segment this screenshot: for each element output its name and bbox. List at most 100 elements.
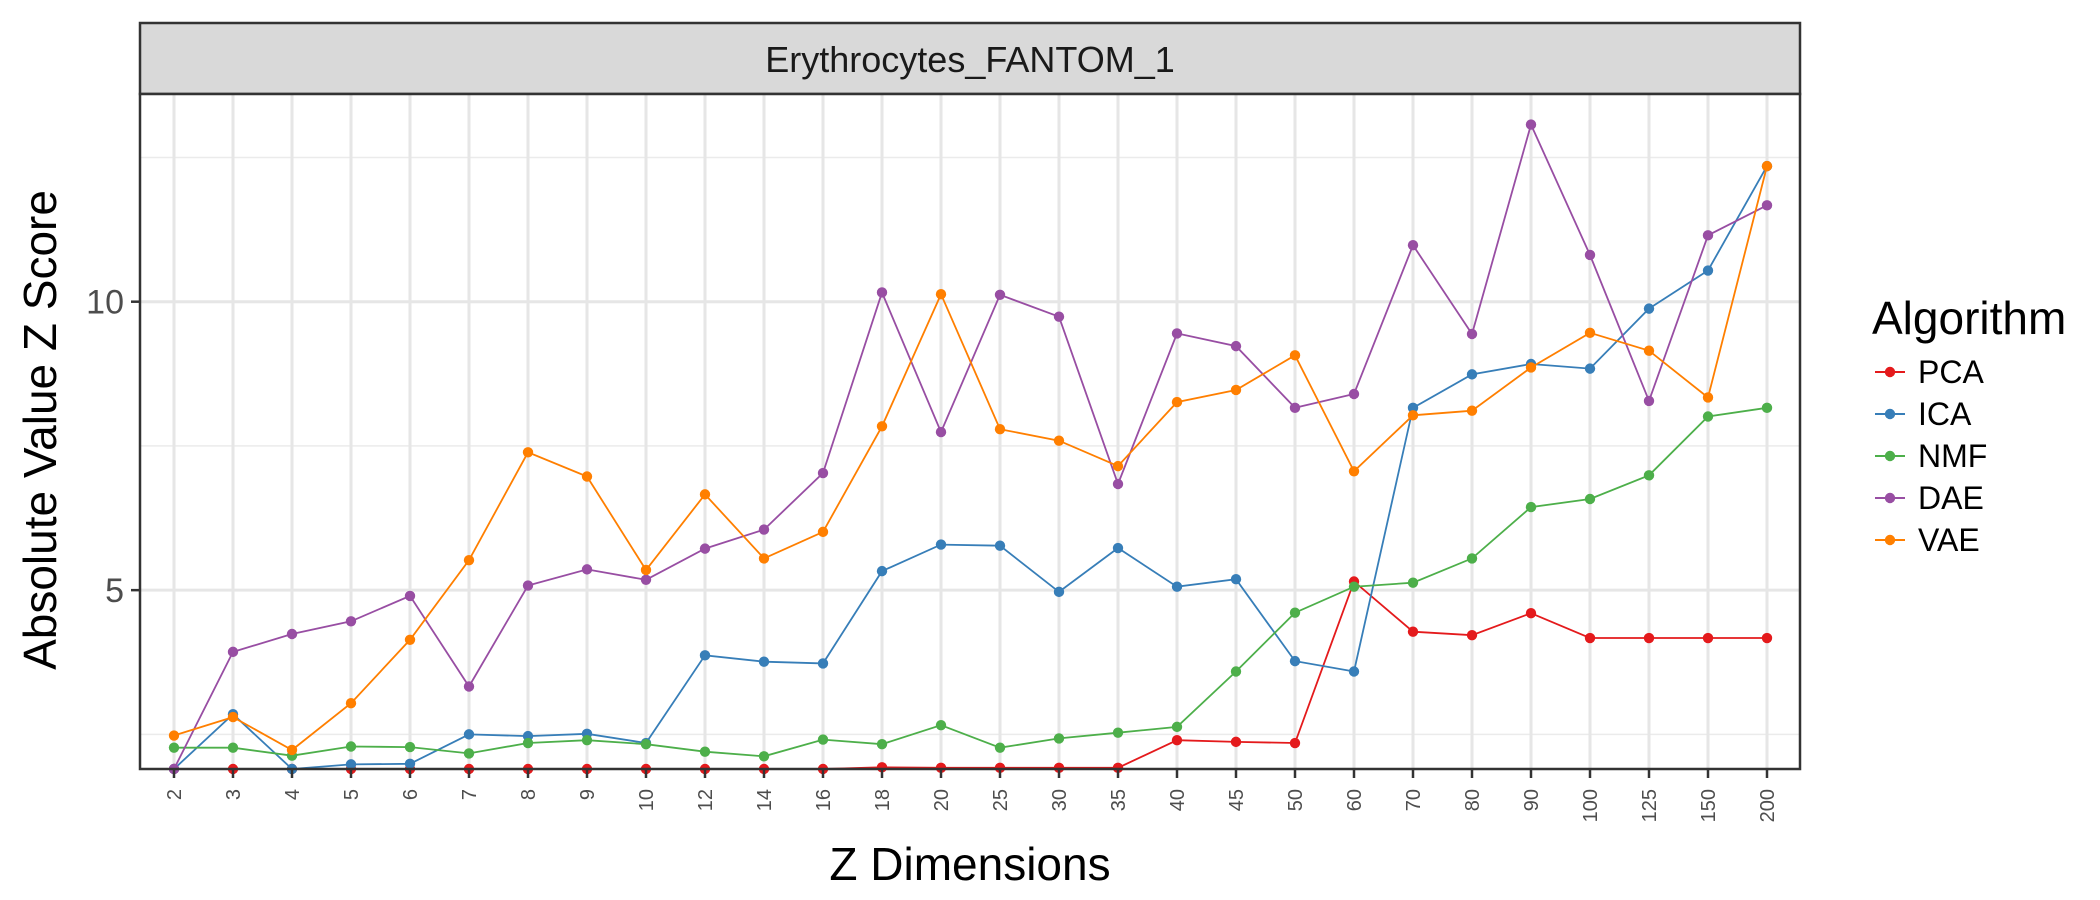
x-tick-label: 25 bbox=[990, 789, 1012, 811]
data-point-ica bbox=[1702, 265, 1714, 276]
x-tick-label: 90 bbox=[1521, 789, 1543, 811]
data-point-ica bbox=[1348, 666, 1360, 677]
data-point-pca bbox=[1407, 626, 1419, 637]
x-tick-label: 100 bbox=[1580, 789, 1602, 822]
data-point-dae bbox=[1525, 119, 1537, 130]
data-point-ica bbox=[1466, 369, 1478, 380]
data-point-nmf bbox=[1053, 733, 1065, 744]
data-point-nmf bbox=[1171, 721, 1183, 733]
data-point-nmf bbox=[1643, 470, 1655, 481]
y-axis-title: Absolute Value Z Score bbox=[14, 190, 66, 670]
legend-key-point bbox=[1884, 534, 1896, 546]
x-tick-label: 6 bbox=[400, 789, 422, 800]
panel-border bbox=[138, 92, 1802, 771]
data-point-dae bbox=[463, 681, 475, 692]
data-point-vae bbox=[817, 526, 829, 538]
data-point-vae bbox=[1348, 466, 1360, 477]
legend-title: Algorithm bbox=[1872, 292, 2066, 344]
data-point-dae bbox=[1702, 230, 1714, 241]
data-point-ica bbox=[1230, 573, 1242, 585]
data-point-nmf bbox=[758, 751, 770, 762]
data-point-ica bbox=[758, 656, 770, 667]
data-point-nmf bbox=[994, 742, 1006, 753]
data-point-pca bbox=[1643, 632, 1655, 644]
data-point-dae bbox=[1584, 249, 1596, 261]
x-tick-label: 40 bbox=[1167, 789, 1189, 811]
data-point-nmf bbox=[1112, 727, 1124, 738]
data-point-nmf bbox=[699, 746, 711, 757]
data-point-vae bbox=[1407, 410, 1419, 421]
data-point-dae bbox=[935, 426, 947, 438]
data-point-nmf bbox=[1584, 493, 1596, 505]
data-point-vae bbox=[1466, 405, 1478, 416]
data-point-nmf bbox=[1407, 577, 1419, 588]
data-point-vae bbox=[1230, 384, 1242, 396]
data-point-dae bbox=[227, 646, 239, 658]
data-point-ica bbox=[699, 650, 711, 661]
data-point-nmf bbox=[168, 742, 180, 753]
data-point-vae bbox=[1643, 345, 1655, 356]
data-point-vae bbox=[699, 489, 711, 500]
data-point-nmf bbox=[1348, 581, 1360, 592]
data-point-ica bbox=[404, 758, 416, 770]
data-point-nmf bbox=[345, 741, 357, 752]
data-point-dae bbox=[994, 289, 1006, 300]
data-point-dae bbox=[1348, 388, 1360, 400]
data-point-dae bbox=[404, 590, 416, 602]
data-point-ica bbox=[463, 729, 475, 740]
data-point-dae bbox=[699, 543, 711, 554]
x-tick-label: 2 bbox=[164, 789, 186, 800]
data-point-dae bbox=[640, 574, 652, 585]
x-tick-label: 45 bbox=[1226, 789, 1248, 811]
data-point-dae bbox=[1466, 328, 1478, 340]
data-point-vae bbox=[994, 423, 1006, 435]
data-point-vae bbox=[168, 730, 180, 741]
data-point-nmf bbox=[817, 734, 829, 745]
data-point-ica bbox=[345, 759, 357, 770]
legend: Algorithm PCA ICA NMF DAE VAE bbox=[1872, 292, 2066, 558]
x-tick-label: 12 bbox=[695, 789, 717, 811]
data-point-pca bbox=[1584, 632, 1596, 644]
panel-background bbox=[140, 94, 1800, 769]
data-point-nmf bbox=[1525, 501, 1537, 513]
data-point-vae bbox=[876, 421, 888, 432]
x-tick-label: 3 bbox=[223, 789, 245, 800]
x-tick-label: 200 bbox=[1757, 789, 1779, 822]
data-point-nmf bbox=[1702, 411, 1714, 422]
data-point-pca bbox=[1230, 736, 1242, 748]
data-point-nmf bbox=[1761, 402, 1773, 414]
data-point-dae bbox=[876, 287, 888, 298]
legend-label: VAE bbox=[1918, 522, 1980, 558]
data-point-ica bbox=[1112, 542, 1124, 554]
legend-key-point bbox=[1884, 366, 1896, 378]
data-point-vae bbox=[1584, 327, 1596, 339]
data-point-vae bbox=[286, 744, 298, 756]
data-point-dae bbox=[522, 580, 534, 591]
data-point-dae bbox=[1230, 340, 1242, 352]
x-tick-label: 60 bbox=[1344, 789, 1366, 811]
data-point-pca bbox=[1171, 734, 1183, 746]
data-point-nmf bbox=[522, 737, 534, 749]
data-point-ica bbox=[935, 539, 947, 550]
x-tick-label: 70 bbox=[1403, 789, 1425, 811]
data-point-vae bbox=[1525, 362, 1537, 373]
data-point-dae bbox=[286, 628, 298, 640]
data-point-ica bbox=[1289, 655, 1301, 667]
series-line-ica bbox=[173, 165, 1768, 770]
legend-key-point bbox=[1884, 450, 1896, 462]
data-point-vae bbox=[758, 553, 770, 564]
x-tick-label: 20 bbox=[931, 789, 953, 811]
data-point-vae bbox=[345, 698, 357, 709]
x-tick-label: 8 bbox=[518, 789, 540, 800]
data-point-vae bbox=[581, 471, 593, 482]
data-point-dae bbox=[1407, 239, 1419, 251]
data-point-dae bbox=[1112, 478, 1124, 490]
data-point-dae bbox=[1761, 200, 1773, 211]
data-point-vae bbox=[1761, 160, 1773, 172]
data-point-nmf bbox=[640, 738, 652, 750]
data-point-vae bbox=[640, 564, 652, 576]
x-tick-label: 10 bbox=[636, 789, 658, 811]
data-point-ica bbox=[994, 540, 1006, 551]
